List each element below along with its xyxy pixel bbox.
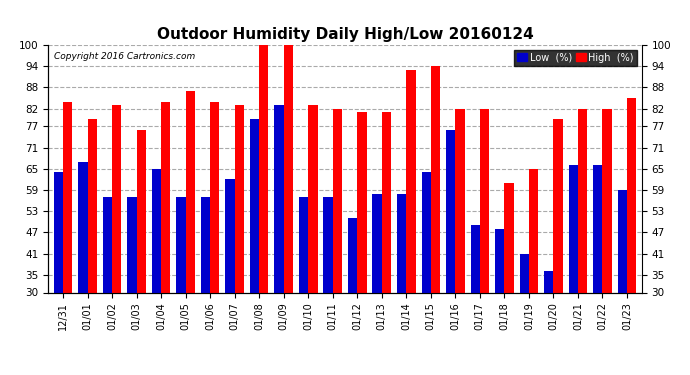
Bar xyxy=(284,45,293,292)
Text: Copyright 2016 Cartronics.com: Copyright 2016 Cartronics.com xyxy=(55,53,195,62)
Legend: Low  (%), High  (%): Low (%), High (%) xyxy=(514,50,637,66)
Bar xyxy=(299,197,308,292)
Bar xyxy=(495,229,504,292)
Bar xyxy=(602,109,612,292)
Bar xyxy=(226,179,235,292)
Title: Outdoor Humidity Daily High/Low 20160124: Outdoor Humidity Daily High/Low 20160124 xyxy=(157,27,533,42)
Bar xyxy=(406,70,415,292)
Bar xyxy=(152,169,161,292)
Bar xyxy=(504,183,513,292)
Bar xyxy=(333,109,342,292)
Bar xyxy=(348,218,357,292)
Bar xyxy=(275,105,284,292)
Bar xyxy=(357,112,366,292)
Bar xyxy=(103,197,112,292)
Bar xyxy=(382,112,391,292)
Bar xyxy=(127,197,137,292)
Bar xyxy=(210,102,219,292)
Bar xyxy=(112,105,121,292)
Bar xyxy=(578,109,587,292)
Bar xyxy=(397,194,406,292)
Bar xyxy=(324,197,333,292)
Bar xyxy=(627,98,636,292)
Bar xyxy=(259,45,268,292)
Bar xyxy=(54,172,63,292)
Bar xyxy=(618,190,627,292)
Bar xyxy=(471,225,480,292)
Bar xyxy=(569,165,578,292)
Bar xyxy=(520,254,529,292)
Bar xyxy=(446,130,455,292)
Bar xyxy=(177,197,186,292)
Bar xyxy=(553,119,563,292)
Bar xyxy=(88,119,97,292)
Bar xyxy=(201,197,210,292)
Bar xyxy=(78,162,88,292)
Bar xyxy=(250,119,259,292)
Bar xyxy=(63,102,72,292)
Bar xyxy=(186,91,195,292)
Bar xyxy=(529,169,538,292)
Bar xyxy=(544,271,553,292)
Bar xyxy=(422,172,431,292)
Bar xyxy=(480,109,489,292)
Bar xyxy=(137,130,146,292)
Bar xyxy=(431,66,440,292)
Bar xyxy=(308,105,317,292)
Bar xyxy=(373,194,382,292)
Bar xyxy=(235,105,244,292)
Bar xyxy=(455,109,464,292)
Bar xyxy=(161,102,170,292)
Bar xyxy=(593,165,602,292)
